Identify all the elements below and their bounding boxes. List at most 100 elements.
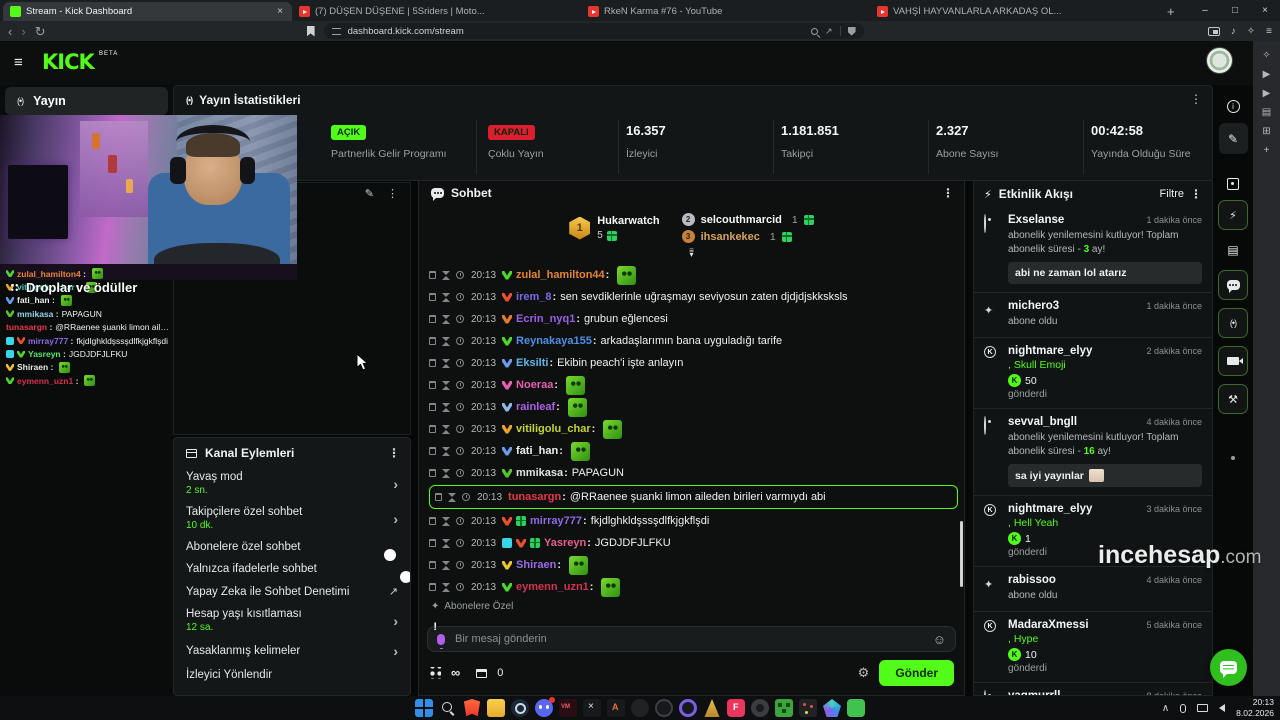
- edit-icon[interactable]: ✎: [364, 188, 374, 200]
- chat-username[interactable]: zulal_hamilton44: [516, 269, 609, 281]
- ban-icon[interactable]: [456, 403, 464, 411]
- sidebar-item-stream[interactable]: (•) Yayın: [5, 87, 168, 115]
- taskbar-app-icon[interactable]: [751, 699, 769, 717]
- ban-icon[interactable]: [456, 271, 464, 279]
- chat-scrollbar[interactable]: [960, 521, 963, 587]
- delete-message-icon[interactable]: [429, 315, 436, 323]
- infinity-icon[interactable]: ∞: [451, 664, 461, 680]
- url-text[interactable]: dashboard.kick.com/stream: [347, 25, 464, 37]
- chat-username[interactable]: vitiligolu_char: [516, 423, 595, 435]
- delete-message-icon[interactable]: [429, 293, 436, 301]
- chat-username[interactable]: mmikasa: [516, 467, 568, 479]
- leaderboard-username[interactable]: selcouthmarcid: [700, 213, 782, 226]
- timeout-icon[interactable]: [442, 292, 450, 302]
- tray-chevron-icon[interactable]: ∧: [1161, 702, 1170, 714]
- shield-icon[interactable]: [847, 26, 856, 36]
- chat-kebab-icon[interactable]: ⋮: [942, 186, 954, 200]
- taskbar-app-icon[interactable]: [463, 699, 481, 717]
- channel-action-row[interactable]: Hesap yaşı kısıtlaması 12 sa. ›: [174, 603, 410, 638]
- ban-icon[interactable]: [456, 469, 464, 477]
- browser-tab[interactable]: Stream - Kick Dashboard ×: [3, 2, 292, 21]
- chat-rail-button[interactable]: [1218, 270, 1248, 300]
- event-username[interactable]: Exselanse: [1008, 214, 1065, 226]
- gift-shop-icon[interactable]: [476, 668, 488, 678]
- back-icon[interactable]: ‹: [8, 23, 13, 39]
- chat-username[interactable]: fati_han: [516, 445, 563, 457]
- chevron-right-icon[interactable]: ›: [393, 643, 398, 659]
- taskbar-app-icon[interactable]: [655, 699, 673, 717]
- emoji-picker-icon[interactable]: ☺: [932, 631, 946, 647]
- delete-message-icon[interactable]: [429, 517, 436, 525]
- tray-volume-icon[interactable]: [1219, 704, 1226, 712]
- video-icon[interactable]: ▶: [1262, 69, 1271, 80]
- ban-icon[interactable]: [456, 583, 464, 591]
- microphone-icon[interactable]: [437, 633, 445, 649]
- timeout-icon[interactable]: [442, 424, 450, 434]
- taskbar-app-icon[interactable]: [704, 699, 720, 717]
- taskbar-app-icon[interactable]: [775, 699, 793, 717]
- delete-message-icon[interactable]: [435, 493, 442, 501]
- timeout-icon[interactable]: [442, 516, 450, 526]
- timeout-icon[interactable]: [442, 402, 450, 412]
- timeout-icon[interactable]: [442, 358, 450, 368]
- preview-kebab-icon[interactable]: ⋮: [387, 188, 398, 200]
- event-username[interactable]: yagmurrll: [1008, 690, 1061, 696]
- timeout-icon[interactable]: [442, 446, 450, 456]
- stats-kebab-icon[interactable]: ⋮: [1190, 92, 1202, 106]
- forward-icon[interactable]: ›: [21, 23, 26, 39]
- chat-username[interactable]: Eksilti: [516, 357, 553, 369]
- pip-icon[interactable]: [1207, 26, 1220, 36]
- chat-username[interactable]: Yasreyn: [544, 537, 591, 549]
- leaderboard-top[interactable]: 1 Hukarwatch 5: [569, 209, 660, 247]
- share-icon[interactable]: ↗: [825, 25, 833, 36]
- ban-icon[interactable]: [456, 381, 464, 389]
- event-username[interactable]: nightmare_elyy: [1008, 345, 1093, 357]
- bookmark-icon[interactable]: [306, 25, 315, 37]
- rewards-icon[interactable]: ✧: [1246, 25, 1256, 37]
- browser-tab[interactable]: RkeN Karma #76 - YouTube: [581, 2, 870, 21]
- timeout-icon[interactable]: [442, 380, 450, 390]
- taskbar-app-icon[interactable]: [559, 699, 577, 717]
- reload-icon[interactable]: ↻: [34, 23, 46, 39]
- taskbar-app-icon[interactable]: [679, 699, 697, 717]
- video-plus-icon[interactable]: ▶: [1262, 88, 1271, 99]
- more-dot-icon[interactable]: [1231, 456, 1235, 460]
- tab-close-icon[interactable]: ×: [277, 6, 283, 17]
- chat-settings-icon[interactable]: ⚙: [857, 665, 870, 680]
- leaderboard-row[interactable]: 3 ihsankekec 1: [681, 230, 814, 243]
- browser-tab[interactable]: VAHŞİ HAYVANLARLA ARKADAŞ OL...: [870, 2, 1159, 21]
- timeout-icon[interactable]: [442, 538, 450, 548]
- chevron-right-icon[interactable]: ›: [393, 475, 398, 492]
- sparkle-icon[interactable]: ✧: [1262, 50, 1271, 61]
- taskbar-app-icon[interactable]: [583, 699, 601, 717]
- channel-action-row[interactable]: Yasaklanmış kelimeler ›: [174, 638, 410, 664]
- activity-rail-button[interactable]: ⚡: [1218, 200, 1248, 230]
- ban-icon[interactable]: [456, 561, 464, 569]
- chat-username[interactable]: Noeraa: [516, 379, 558, 391]
- media-icon[interactable]: ♪: [1230, 25, 1236, 37]
- event-username[interactable]: rabissoo: [1008, 574, 1056, 586]
- event-username[interactable]: MadaraXmessi: [1008, 619, 1089, 631]
- ban-icon[interactable]: [456, 517, 464, 525]
- kick-logo[interactable]: KICK: [42, 50, 95, 74]
- ban-icon[interactable]: [456, 359, 464, 367]
- zoom-icon[interactable]: [811, 27, 819, 35]
- channel-action-row[interactable]: İzleyici Yönlendir: [174, 664, 410, 686]
- focus-mode-icon[interactable]: [1227, 178, 1239, 190]
- taskbar-app-icon[interactable]: [823, 699, 841, 717]
- chat-username[interactable]: Shiraen: [516, 559, 561, 571]
- ban-icon[interactable]: [462, 493, 470, 501]
- tray-clock[interactable]: 20:13 8.02.2026: [1236, 697, 1274, 718]
- delete-message-icon[interactable]: [429, 403, 436, 411]
- ban-icon[interactable]: [456, 315, 464, 323]
- grid-icon[interactable]: ⊞: [1262, 126, 1271, 137]
- maximize-button[interactable]: □: [1231, 4, 1239, 16]
- poll-icon[interactable]: [429, 667, 441, 679]
- delete-message-icon[interactable]: [429, 381, 436, 389]
- delete-message-icon[interactable]: [429, 359, 436, 367]
- close-button[interactable]: ×: [1262, 4, 1268, 16]
- timeout-icon[interactable]: [442, 468, 450, 478]
- taskbar-app-icon[interactable]: [511, 699, 529, 717]
- channel-action-row[interactable]: Yalnızca ifadelerle sohbet: [174, 558, 410, 583]
- event-username[interactable]: michero3: [1008, 300, 1060, 312]
